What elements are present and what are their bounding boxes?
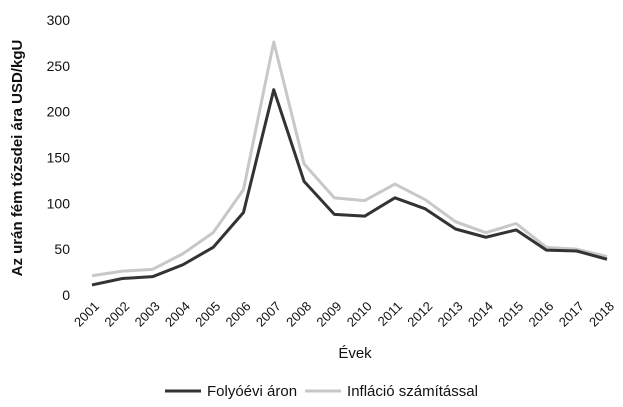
x-tick-label: 2018	[586, 299, 617, 330]
series-line	[91, 40, 608, 278]
x-tick-label: 2005	[192, 299, 223, 330]
y-tick-label: 0	[62, 287, 70, 303]
x-tick-label: 2010	[344, 299, 375, 330]
x-tick-label: 2007	[253, 299, 284, 330]
x-tick-label: 2012	[404, 299, 435, 330]
x-tick-label: 2011	[375, 299, 405, 329]
y-tick-label: 50	[54, 241, 70, 257]
x-tick-label: 2004	[162, 299, 193, 330]
x-tick-label: 2013	[435, 299, 466, 330]
x-tick-label: 2001	[71, 299, 102, 330]
y-tick-label: 100	[47, 195, 71, 211]
legend-label: Folyóévi áron	[207, 383, 297, 400]
x-tick-label: 2003	[132, 299, 163, 330]
x-tick-label: 2014	[465, 299, 496, 330]
x-tick-label: 2002	[101, 299, 132, 330]
y-tick-label: 300	[47, 12, 71, 28]
series-line	[91, 88, 608, 287]
y-tick-label: 200	[47, 104, 71, 120]
y-tick-label: 150	[47, 150, 71, 166]
x-tick-label: 2016	[525, 299, 556, 330]
x-axis-title: Évek	[338, 345, 372, 362]
legend-label: Infláció számítással	[347, 383, 478, 400]
x-tick-label: 2006	[223, 299, 254, 330]
x-tick-label: 2009	[313, 299, 344, 330]
x-tick-label: 2015	[495, 299, 526, 330]
y-tick-label: 250	[47, 58, 71, 74]
x-tick-label: 2008	[283, 299, 314, 330]
x-tick-label: 2017	[556, 299, 587, 330]
y-axis-title: Az urán fém tőzsdei ára USD/kgU	[9, 40, 26, 277]
